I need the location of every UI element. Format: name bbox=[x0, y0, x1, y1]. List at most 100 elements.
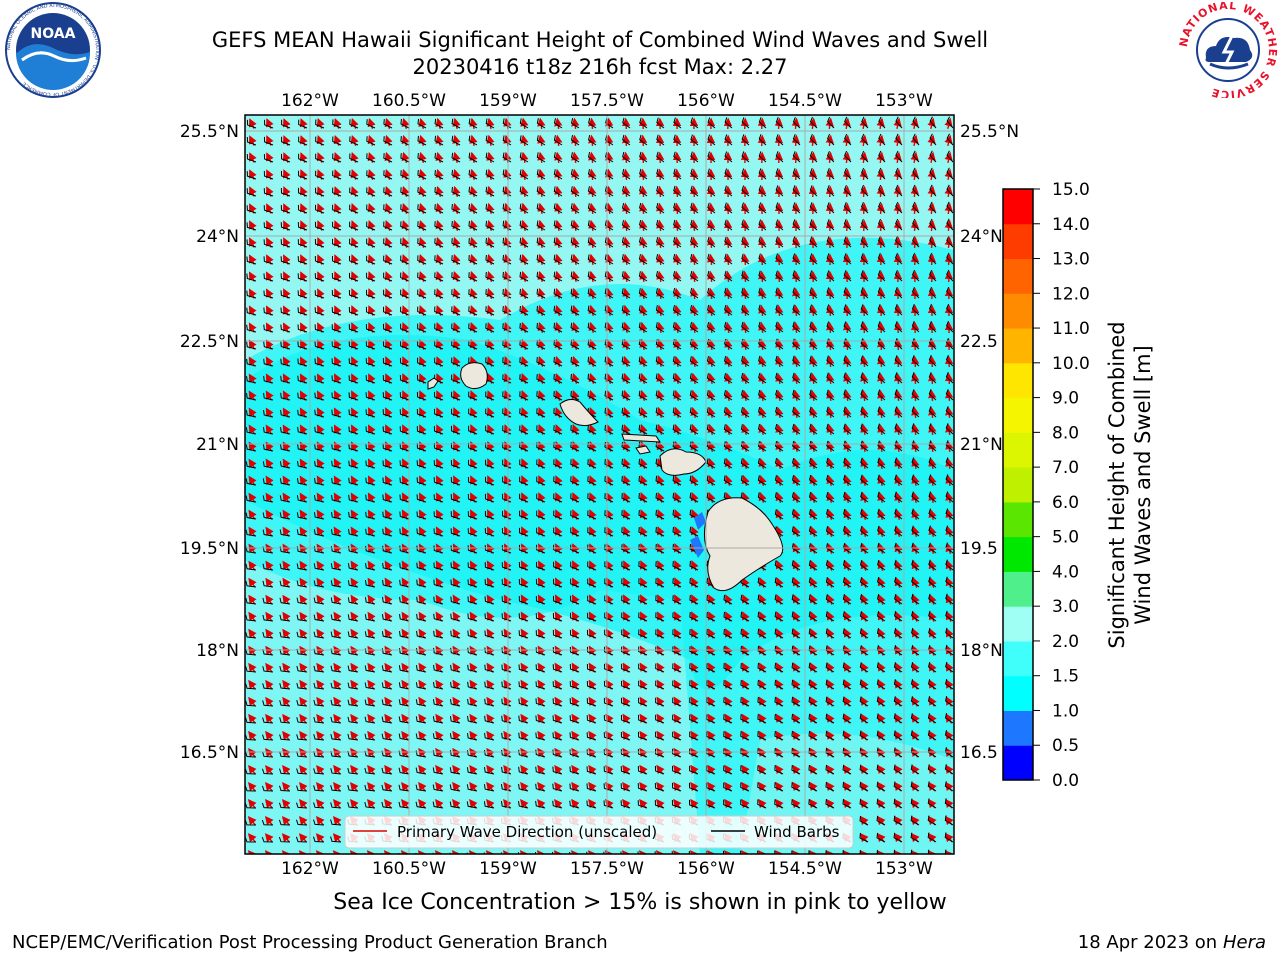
colorbar-ticks: 0.0 0.5 1.0 1.5 2.0 3.0 4.0 5.0 6.0 7.0 8.0 9.0 10.0… bbox=[1033, 180, 1090, 791]
wave-direction-arrow bbox=[741, 372, 750, 385]
lat-label-left: 24°N bbox=[196, 227, 239, 247]
wave-direction-arrow bbox=[588, 304, 597, 317]
wave-direction-arrow bbox=[639, 372, 648, 385]
wave-direction-arrow bbox=[248, 458, 257, 469]
lat-label-left: 18°N bbox=[196, 641, 239, 661]
wave-direction-arrow bbox=[282, 458, 291, 469]
wave-direction-arrow bbox=[656, 304, 665, 317]
wave-direction-arrow bbox=[588, 389, 597, 401]
wave-direction-arrow bbox=[452, 236, 461, 248]
wave-direction-arrow bbox=[877, 406, 886, 419]
colorbar-tick-label: 0.5 bbox=[1052, 736, 1079, 756]
wave-direction-arrow bbox=[520, 287, 529, 299]
wave-direction-arrow bbox=[486, 168, 495, 181]
wave-direction-arrow bbox=[673, 372, 682, 385]
wave-direction-arrow bbox=[826, 338, 835, 351]
footer-credit: NCEP/EMC/Verification Post Processing Pr… bbox=[12, 932, 608, 953]
wave-direction-arrow bbox=[843, 338, 852, 351]
wave-direction-arrow bbox=[843, 457, 852, 470]
wave-direction-arrow bbox=[707, 389, 716, 402]
wave-direction-arrow bbox=[741, 406, 750, 419]
wave-direction-arrow bbox=[401, 117, 410, 129]
wave-direction-arrow bbox=[621, 151, 631, 164]
wave-direction-arrow bbox=[911, 474, 920, 487]
wave-direction-arrow bbox=[537, 151, 546, 164]
wave-direction-arrow bbox=[537, 270, 546, 283]
wave-direction-arrow bbox=[724, 474, 733, 486]
wave-direction-arrow bbox=[588, 168, 597, 181]
wave-direction-arrow bbox=[486, 202, 495, 215]
wave-direction-arrow bbox=[656, 321, 665, 334]
wave-direction-arrow bbox=[826, 372, 835, 385]
wave-direction-arrow bbox=[520, 134, 529, 147]
wave-direction-arrow bbox=[655, 151, 665, 164]
legend-wave-label: Primary Wave Direction (unscaled) bbox=[397, 823, 657, 841]
wave-direction-arrow bbox=[248, 390, 257, 401]
wave-direction-arrow bbox=[622, 372, 631, 384]
wave-direction-arrow bbox=[588, 270, 597, 283]
wave-direction-arrow bbox=[520, 219, 529, 232]
wave-direction-arrow bbox=[808, 287, 818, 300]
wave-direction-arrow bbox=[571, 321, 580, 334]
wave-direction-arrow bbox=[537, 236, 546, 249]
colorbar-cell bbox=[1003, 223, 1033, 260]
wave-direction-arrow bbox=[486, 117, 495, 130]
wave-direction-arrow bbox=[622, 219, 631, 232]
wave-direction-arrow bbox=[724, 270, 733, 283]
colorbar-tick-label: 9.0 bbox=[1052, 389, 1079, 409]
wave-direction-arrow bbox=[605, 236, 614, 249]
wave-direction-arrow bbox=[639, 236, 648, 249]
wave-direction-arrow bbox=[792, 457, 801, 470]
wave-direction-arrow bbox=[282, 475, 291, 486]
wave-direction-arrow bbox=[758, 457, 767, 469]
wave-direction-arrow bbox=[588, 134, 597, 147]
wave-direction-arrow bbox=[809, 457, 818, 470]
wave-direction-arrow bbox=[537, 219, 546, 232]
wave-direction-arrow bbox=[367, 117, 376, 129]
wave-direction-arrow bbox=[656, 219, 665, 232]
lat-label-right: 24°N bbox=[960, 227, 1003, 247]
wave-direction-arrow bbox=[639, 270, 648, 283]
lon-label-bottom: 156°W bbox=[677, 859, 735, 879]
wave-direction-arrow bbox=[622, 355, 631, 368]
wave-direction-arrow bbox=[672, 202, 682, 215]
wave-direction-arrow bbox=[825, 304, 835, 317]
lat-label-left: 16.5°N bbox=[180, 743, 239, 763]
wave-direction-arrow bbox=[604, 117, 614, 130]
wave-direction-arrow bbox=[690, 287, 699, 300]
colorbar-tick-label: 6.0 bbox=[1052, 493, 1079, 513]
chart-subtitle: 20230416 t18z 216h fcst Max: 2.27 bbox=[412, 55, 788, 79]
wave-direction-arrow bbox=[554, 355, 563, 367]
wave-direction-arrow bbox=[452, 134, 461, 147]
map-legend: Primary Wave Direction (unscaled) Wind B… bbox=[344, 815, 854, 849]
wave-direction-arrow bbox=[622, 253, 631, 266]
wave-direction-arrow bbox=[673, 423, 682, 435]
wave-direction-arrow bbox=[486, 270, 495, 282]
wave-direction-arrow bbox=[706, 202, 716, 215]
wave-direction-arrow bbox=[554, 270, 563, 283]
wave-direction-arrow bbox=[724, 338, 733, 351]
wave-direction-arrow bbox=[894, 457, 903, 470]
wave-direction-arrow bbox=[588, 151, 597, 164]
wave-direction-arrow bbox=[740, 236, 750, 249]
wave-direction-arrow bbox=[554, 338, 563, 350]
wave-direction-arrow bbox=[537, 355, 546, 367]
wave-direction-arrow bbox=[622, 389, 631, 401]
wave-direction-arrow bbox=[537, 168, 546, 181]
wave-direction-arrow bbox=[452, 185, 461, 198]
wave-direction-arrow bbox=[554, 219, 563, 232]
wave-direction-arrow bbox=[316, 458, 325, 469]
wave-direction-arrow bbox=[792, 474, 801, 486]
wave-direction-arrow bbox=[622, 406, 631, 418]
wave-direction-arrow bbox=[843, 474, 852, 487]
colorbar-tick-label: 1.0 bbox=[1052, 701, 1079, 721]
wave-direction-arrow bbox=[792, 304, 801, 317]
wave-direction-arrow bbox=[469, 185, 478, 198]
wave-direction-arrow bbox=[435, 202, 444, 214]
lat-label-right: 19.5 bbox=[960, 539, 998, 559]
wave-direction-arrow bbox=[673, 253, 682, 266]
colorbar-label-line2: Wind Waves and Swell [m] bbox=[1131, 345, 1155, 625]
wave-direction-arrow bbox=[843, 423, 852, 436]
wave-direction-arrow bbox=[265, 458, 274, 469]
lon-label-top: 160.5°W bbox=[372, 91, 446, 111]
